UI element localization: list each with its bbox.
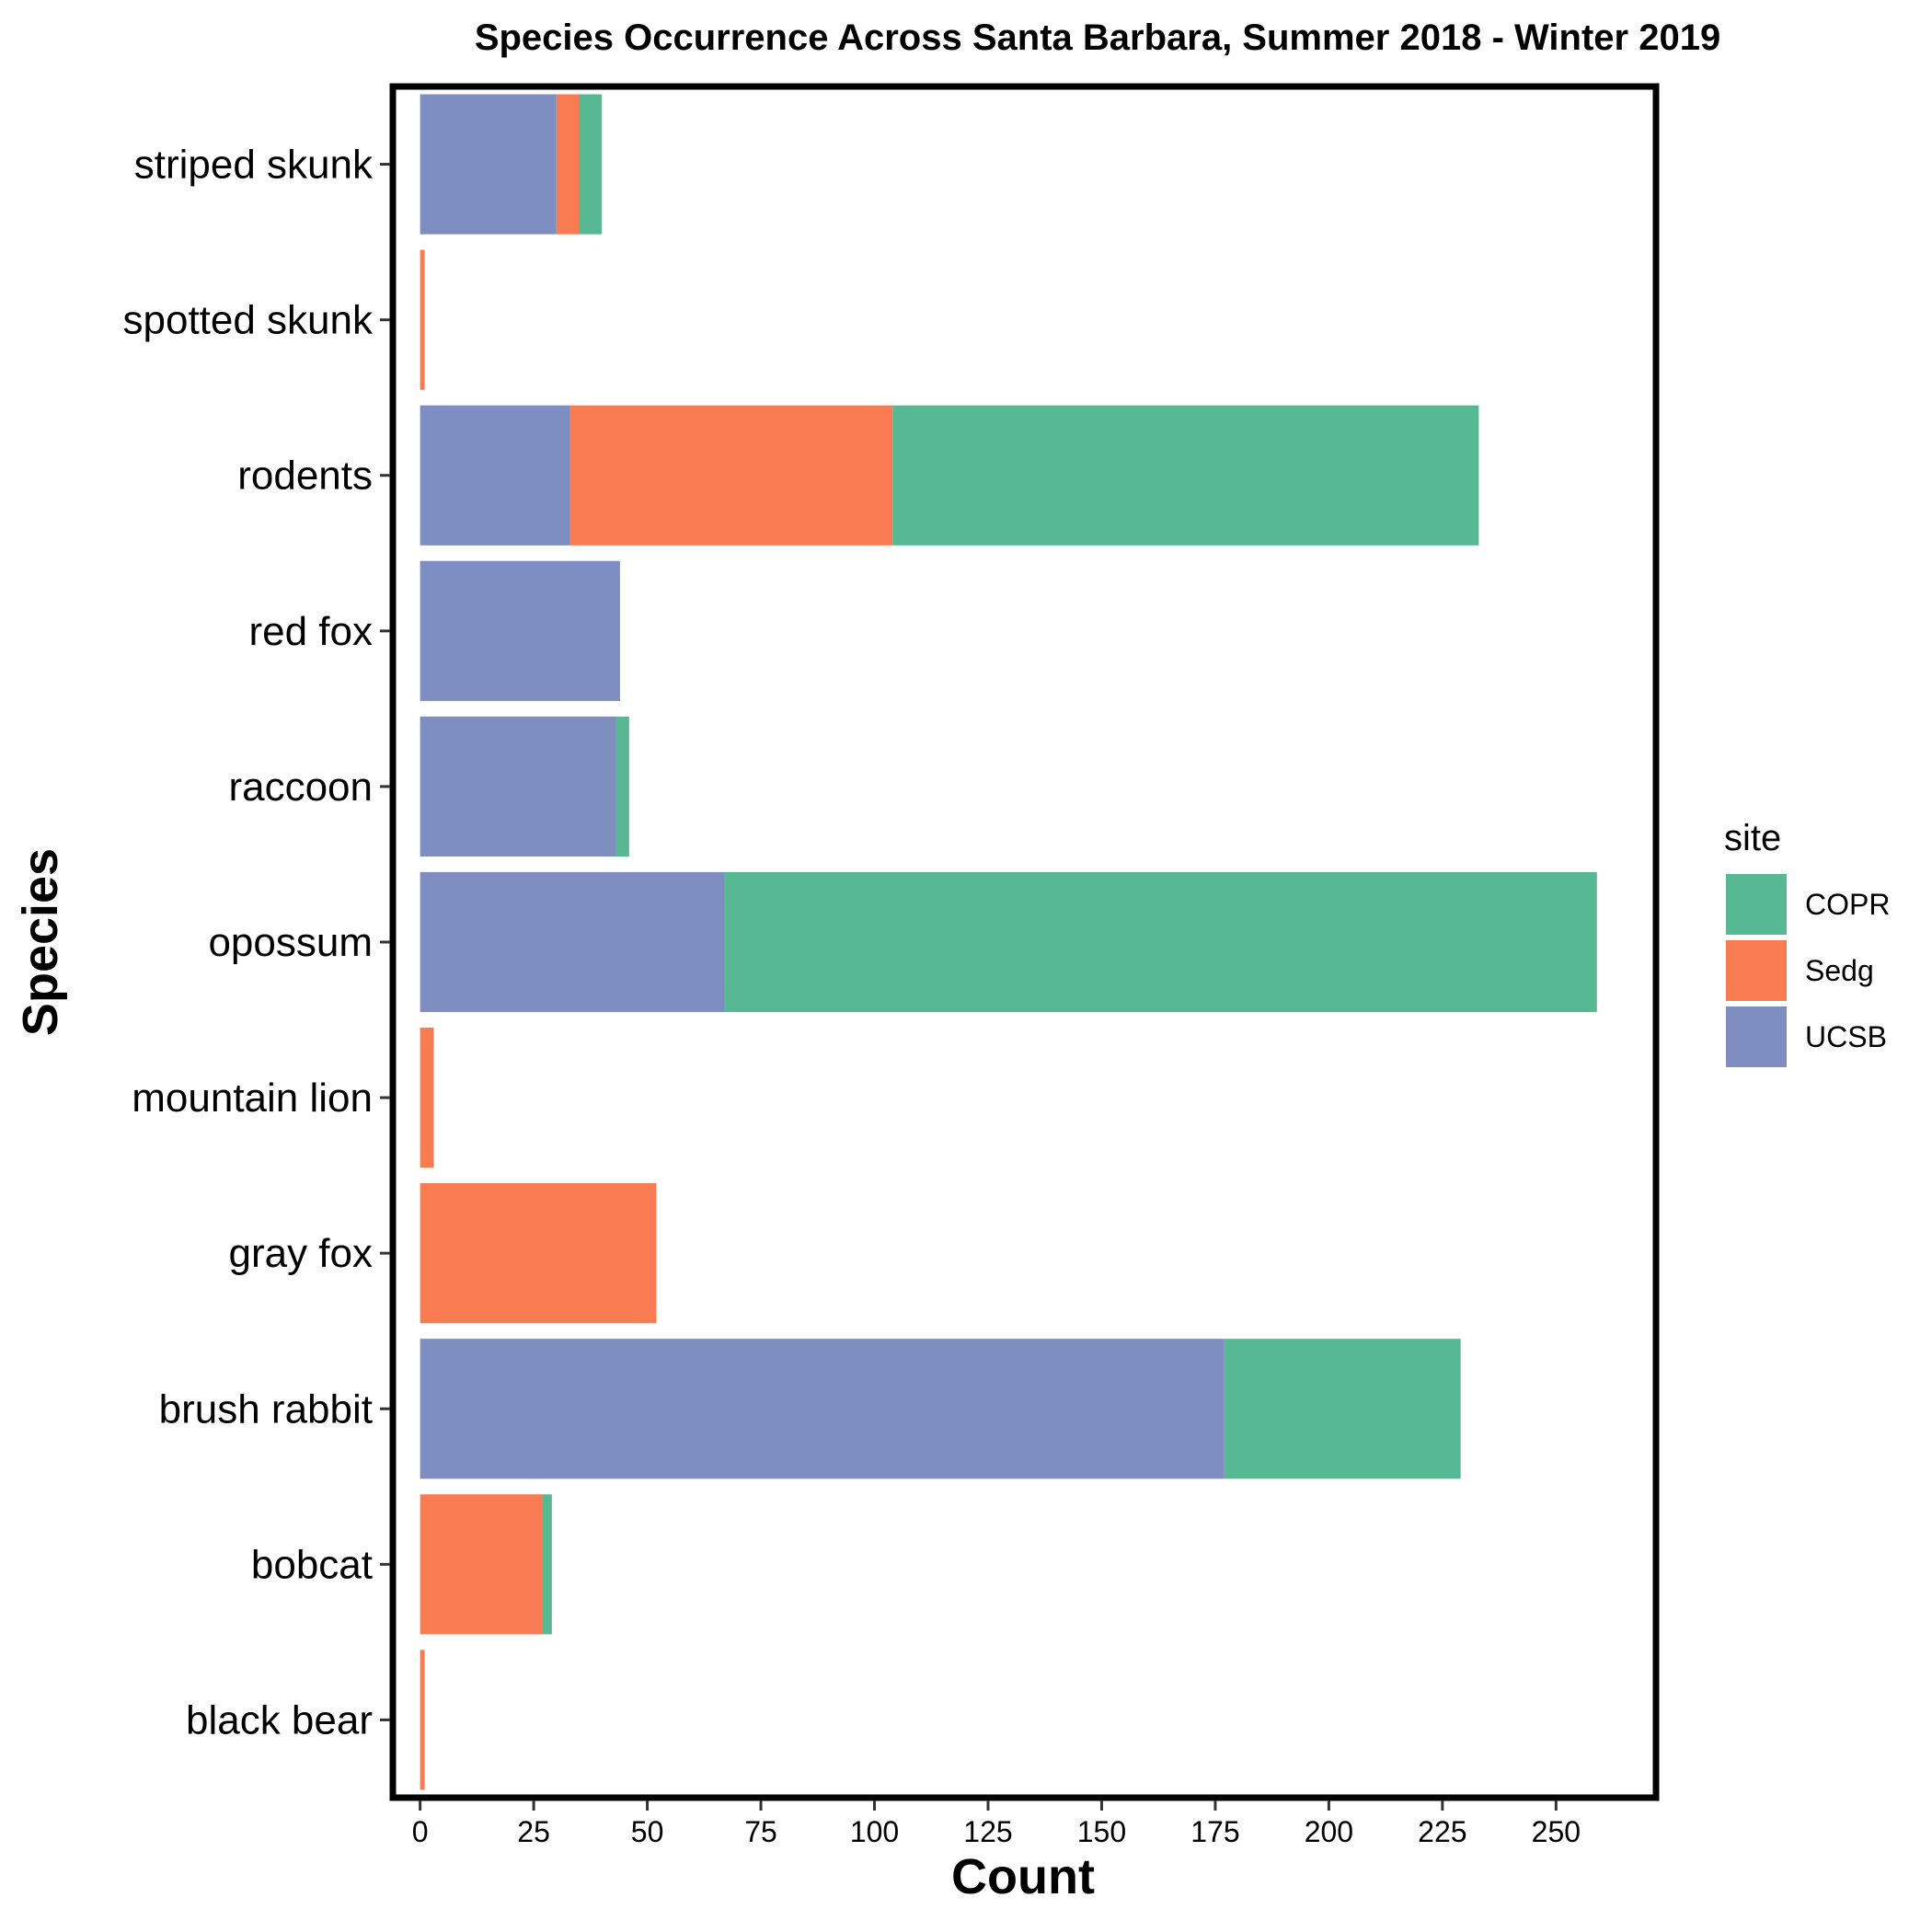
legend-key-ucsb <box>1726 1006 1787 1067</box>
legend-title: site <box>1724 818 1781 858</box>
bar-rodents-sedg <box>569 405 893 546</box>
bar-rodents-copr <box>892 405 1479 546</box>
y-tick-label-mountain-lion: mountain lion <box>132 1075 373 1121</box>
y-tick-label-brush-rabbit: brush rabbit <box>159 1386 373 1432</box>
y-tick-label-spotted-skunk: spotted skunk <box>123 298 374 343</box>
legend: site COPR Sedg UCSB <box>1724 818 1890 1067</box>
plot-panel-border <box>389 83 1660 1801</box>
y-tick-label-rodents: rodents <box>237 454 373 499</box>
legend-label-ucsb: UCSB <box>1805 1020 1887 1053</box>
bar-gray-fox-sedg <box>420 1183 657 1324</box>
y-axis: striped skunk spotted skunk rodents red fox… <box>123 143 390 1742</box>
bar-striped-skunk-ucsb <box>420 94 557 235</box>
x-axis-title: Count <box>951 1849 1095 1904</box>
y-tick-label-striped-skunk: striped skunk <box>134 143 374 188</box>
bars-layer <box>420 94 1597 1790</box>
bar-raccoon-copr <box>615 716 629 857</box>
chart-title: Species Occurrence Across Santa Barbara,… <box>475 17 1720 58</box>
bar-bobcat-sedg <box>420 1494 543 1635</box>
bar-spotted-skunk-sedg <box>420 249 425 390</box>
x-tick-label-250: 250 <box>1532 1815 1581 1848</box>
y-tick-label-black-bear: black bear <box>186 1697 373 1742</box>
x-tick-label-200: 200 <box>1305 1815 1353 1848</box>
legend-key-copr <box>1726 874 1787 935</box>
legend-key-sedg <box>1726 940 1787 1001</box>
y-tick-label-bobcat: bobcat <box>251 1542 373 1587</box>
x-axis: 0 25 50 75 100 125 150 175 200 225 250 <box>412 1800 1581 1848</box>
legend-label-sedg: Sedg <box>1805 954 1874 987</box>
x-tick-label-150: 150 <box>1077 1815 1126 1848</box>
bar-striped-skunk-copr <box>579 94 603 235</box>
x-tick-label-225: 225 <box>1418 1815 1466 1848</box>
bar-mountain-lion-sedg <box>420 1028 434 1168</box>
bar-rodents-ucsb <box>420 405 570 546</box>
legend-label-copr: COPR <box>1805 888 1890 921</box>
bar-bobcat-copr <box>542 1494 552 1635</box>
y-tick-label-gray-fox: gray fox <box>228 1231 373 1276</box>
bar-raccoon-ucsb <box>420 716 616 857</box>
x-tick-label-0: 0 <box>412 1815 429 1848</box>
x-tick-label-100: 100 <box>850 1815 899 1848</box>
y-tick-label-red-fox: red fox <box>248 609 373 654</box>
x-tick-label-25: 25 <box>517 1815 550 1848</box>
bar-brush-rabbit-copr <box>1224 1339 1461 1479</box>
bar-striped-skunk-sedg <box>556 94 580 235</box>
x-tick-label-125: 125 <box>963 1815 1012 1848</box>
x-tick-label-175: 175 <box>1190 1815 1239 1848</box>
y-axis-title: Species <box>13 848 68 1036</box>
y-tick-label-raccoon: raccoon <box>228 765 373 810</box>
bar-brush-rabbit-ucsb <box>420 1339 1225 1479</box>
x-tick-label-50: 50 <box>631 1815 664 1848</box>
bar-black-bear-sedg <box>420 1650 425 1790</box>
x-tick-label-75: 75 <box>744 1815 777 1848</box>
y-tick-label-opossum: opossum <box>208 920 373 965</box>
bar-opossum-ucsb <box>420 871 725 1013</box>
bar-opossum-copr <box>724 871 1597 1013</box>
bar-red-fox-ucsb <box>420 560 620 701</box>
